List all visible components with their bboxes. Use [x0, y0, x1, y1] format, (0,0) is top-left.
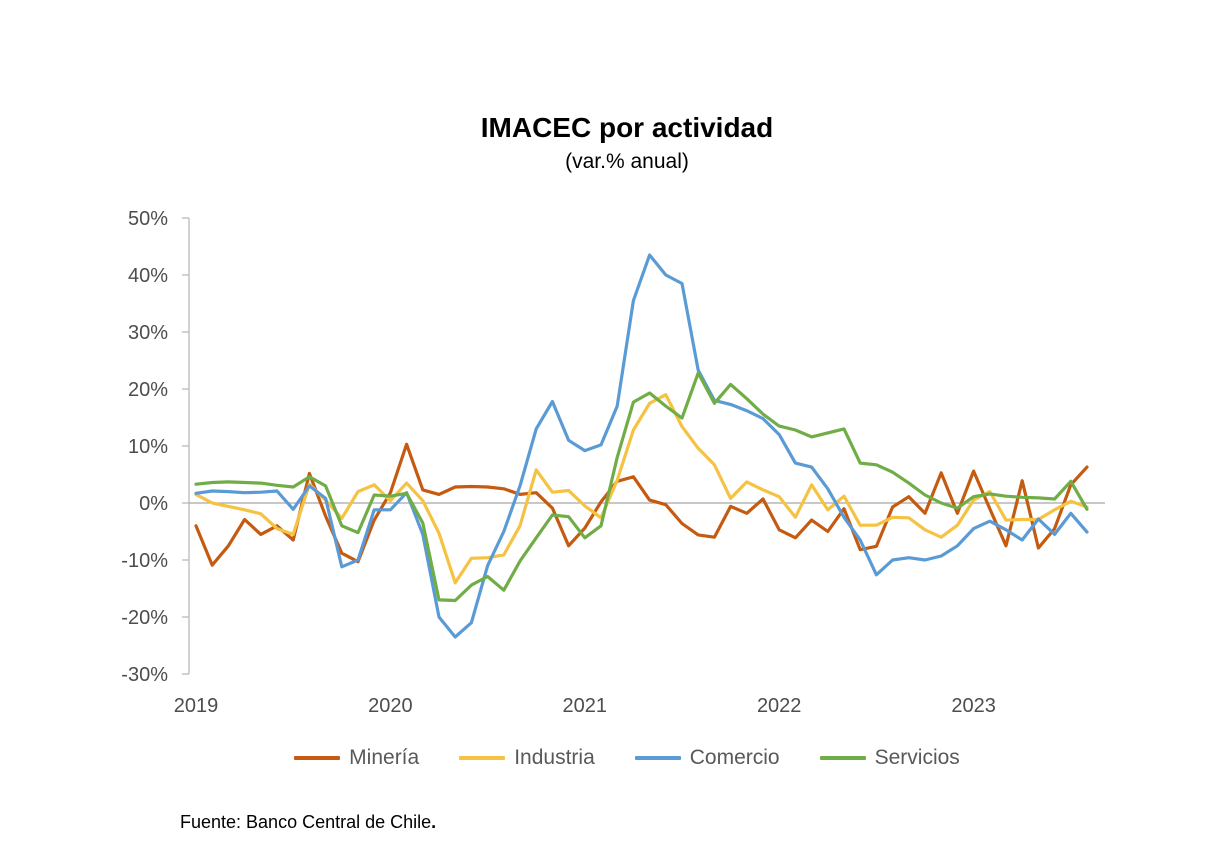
legend-item-comercio: Comercio: [634, 746, 780, 770]
legend-label: Industria: [514, 746, 595, 769]
legend-swatch: [634, 756, 681, 760]
y-axis-tick-label: 0%: [139, 493, 168, 515]
y-axis-tick-label: 30%: [128, 322, 168, 344]
source-note: Fuente: Banco Central de Chile.: [180, 812, 436, 833]
x-axis-year-label: 2021: [563, 695, 608, 717]
source-text: Fuente: Banco Central de Chile: [180, 812, 432, 832]
series-line-0-minería: [194, 442, 1089, 567]
x-axis-year-label: 2019: [174, 695, 219, 717]
legend-item-servicios: Servicios: [819, 746, 960, 770]
legend-item-industria: Industria: [459, 746, 595, 770]
series-line-3-servicios: [194, 371, 1089, 603]
legend-item-minería: Minería: [294, 746, 419, 770]
y-axis-tick-label: -20%: [121, 607, 168, 629]
y-axis-tick-label: 10%: [128, 436, 168, 458]
x-axis-year-label: 2023: [951, 695, 996, 717]
y-axis-tick-label: 20%: [128, 379, 168, 401]
source-period: .: [431, 812, 437, 832]
legend-swatch: [459, 756, 506, 760]
series-line-1-industria: [194, 393, 1089, 585]
x-axis-year-label: 2020: [368, 695, 413, 717]
chart-subtitle: (var.% anual): [565, 150, 689, 174]
legend-swatch: [819, 756, 866, 760]
series-line-2-comercio: [194, 253, 1089, 639]
y-axis-tick-label: -30%: [121, 664, 168, 686]
y-axis-tick-label: 40%: [128, 265, 168, 287]
chart-title: IMACEC por actividad: [480, 112, 774, 143]
x-axis-year-label: 2022: [757, 695, 802, 717]
y-axis-tick-label: -10%: [121, 550, 168, 572]
legend-label: Minería: [349, 746, 420, 769]
legend-label: Servicios: [874, 746, 960, 769]
chart-legend: Minería Industria Comercio Servicios: [0, 746, 1206, 770]
y-axis-tick-label: 50%: [128, 208, 168, 230]
title-block: IMACEC por actividad (var.% anual): [0, 112, 1206, 174]
legend-swatch: [294, 756, 341, 760]
legend-label: Comercio: [689, 746, 780, 769]
